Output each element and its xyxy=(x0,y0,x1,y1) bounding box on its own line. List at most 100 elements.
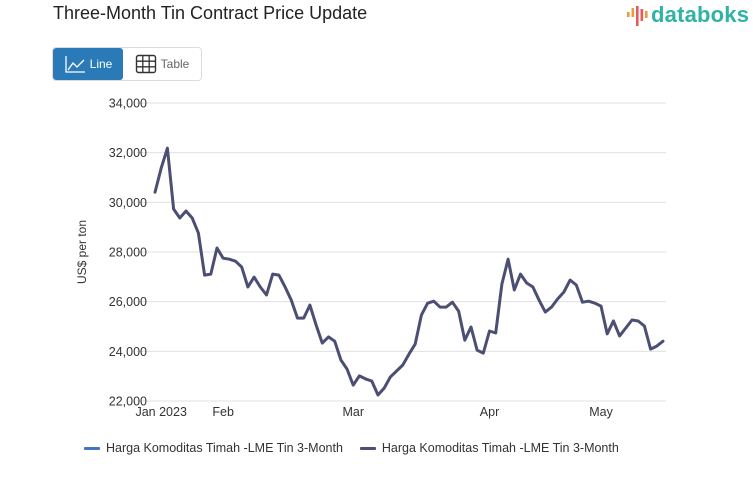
data-point[interactable] xyxy=(493,330,499,336)
data-point[interactable] xyxy=(425,300,431,306)
data-point[interactable] xyxy=(431,298,437,304)
x-tick-label: Mar xyxy=(342,405,364,419)
data-point[interactable] xyxy=(226,256,232,262)
data-point[interactable] xyxy=(400,362,406,368)
data-point[interactable] xyxy=(152,189,158,195)
data-point[interactable] xyxy=(592,300,598,306)
data-point[interactable] xyxy=(641,323,647,329)
data-point[interactable] xyxy=(332,338,338,344)
data-point[interactable] xyxy=(245,284,251,290)
data-point[interactable] xyxy=(561,289,567,295)
data-point[interactable] xyxy=(356,373,362,379)
data-point[interactable] xyxy=(344,366,350,372)
data-point[interactable] xyxy=(288,297,294,303)
data-point[interactable] xyxy=(660,338,666,344)
data-point[interactable] xyxy=(369,378,375,384)
view-toggle: Line Table xyxy=(52,47,202,81)
data-point[interactable] xyxy=(270,271,276,277)
line-view-button[interactable]: Line xyxy=(53,48,123,80)
y-tick-label: 32,000 xyxy=(109,146,147,160)
data-point[interactable] xyxy=(350,382,356,388)
data-point[interactable] xyxy=(480,350,486,356)
databoks-logo[interactable]: databoks xyxy=(626,2,749,28)
data-point[interactable] xyxy=(617,333,623,339)
chart-title: Three-Month Tin Contract Price Update xyxy=(53,3,368,23)
legend-item-series-2[interactable]: Harga Komoditas Timah -LME Tin 3-Month xyxy=(359,441,619,455)
data-point[interactable] xyxy=(542,309,548,315)
data-point[interactable] xyxy=(307,302,313,308)
data-point[interactable] xyxy=(437,304,443,310)
legend: Harga Komoditas Timah -LME Tin 3-Month H… xyxy=(84,441,636,455)
data-point[interactable] xyxy=(387,374,393,380)
data-point[interactable] xyxy=(257,284,263,290)
data-point[interactable] xyxy=(363,376,369,382)
legend-swatch-1 xyxy=(84,446,100,450)
data-point[interactable] xyxy=(251,274,257,280)
data-point[interactable] xyxy=(598,303,604,309)
data-point[interactable] xyxy=(573,282,579,288)
data-point[interactable] xyxy=(276,272,282,278)
data-point[interactable] xyxy=(177,215,183,221)
y-tick-label: 24,000 xyxy=(109,345,147,359)
data-point[interactable] xyxy=(282,284,288,290)
data-point[interactable] xyxy=(394,368,400,374)
data-point[interactable] xyxy=(567,277,573,283)
data-point[interactable] xyxy=(499,281,505,287)
data-point[interactable] xyxy=(468,324,474,330)
data-point[interactable] xyxy=(654,343,660,349)
data-point[interactable] xyxy=(536,297,542,303)
data-point[interactable] xyxy=(462,337,468,343)
data-point[interactable] xyxy=(338,357,344,363)
data-point[interactable] xyxy=(264,292,270,298)
data-point[interactable] xyxy=(158,165,164,171)
data-point[interactable] xyxy=(220,255,226,261)
table-view-button[interactable]: Table xyxy=(123,48,201,80)
data-point[interactable] xyxy=(474,347,480,353)
legend-label-1: Harga Komoditas Timah -LME Tin 3-Month xyxy=(106,441,343,455)
x-tick-label: Apr xyxy=(480,405,499,419)
data-point[interactable] xyxy=(505,256,511,262)
data-point[interactable] xyxy=(580,299,586,305)
data-point[interactable] xyxy=(610,318,616,324)
data-point[interactable] xyxy=(555,296,561,302)
data-point[interactable] xyxy=(487,328,493,334)
data-point[interactable] xyxy=(456,308,462,314)
data-point[interactable] xyxy=(326,334,332,340)
data-point[interactable] xyxy=(301,315,307,321)
data-point[interactable] xyxy=(195,230,201,236)
data-point[interactable] xyxy=(171,206,177,212)
data-point[interactable] xyxy=(295,315,301,321)
data-point[interactable] xyxy=(208,271,214,277)
series-line[interactable] xyxy=(153,146,665,397)
data-point[interactable] xyxy=(202,272,208,278)
logo-text: databoks xyxy=(651,2,750,27)
data-point[interactable] xyxy=(586,298,592,304)
data-point[interactable] xyxy=(233,258,239,264)
data-point[interactable] xyxy=(623,325,629,331)
data-point[interactable] xyxy=(319,340,325,346)
data-point[interactable] xyxy=(511,287,517,293)
data-point[interactable] xyxy=(549,304,555,310)
data-point[interactable] xyxy=(443,304,449,310)
data-point[interactable] xyxy=(214,245,220,251)
data-point[interactable] xyxy=(629,317,635,323)
data-point[interactable] xyxy=(449,299,455,305)
data-point[interactable] xyxy=(635,318,641,324)
data-point[interactable] xyxy=(524,280,530,286)
y-tick-label: 34,000 xyxy=(109,97,147,111)
data-point[interactable] xyxy=(518,271,524,277)
data-point[interactable] xyxy=(189,215,195,221)
data-point[interactable] xyxy=(530,284,536,290)
data-point[interactable] xyxy=(648,346,654,352)
data-point[interactable] xyxy=(604,331,610,337)
data-point[interactable] xyxy=(239,264,245,270)
data-point[interactable] xyxy=(375,392,381,398)
data-point[interactable] xyxy=(313,322,319,328)
data-point[interactable] xyxy=(381,385,387,391)
data-point[interactable] xyxy=(412,341,418,347)
data-point[interactable] xyxy=(418,312,424,318)
data-point[interactable] xyxy=(406,351,412,357)
legend-item-series-1[interactable]: Harga Komoditas Timah -LME Tin 3-Month xyxy=(84,441,343,455)
data-point[interactable] xyxy=(164,145,170,151)
data-point[interactable] xyxy=(183,208,189,214)
